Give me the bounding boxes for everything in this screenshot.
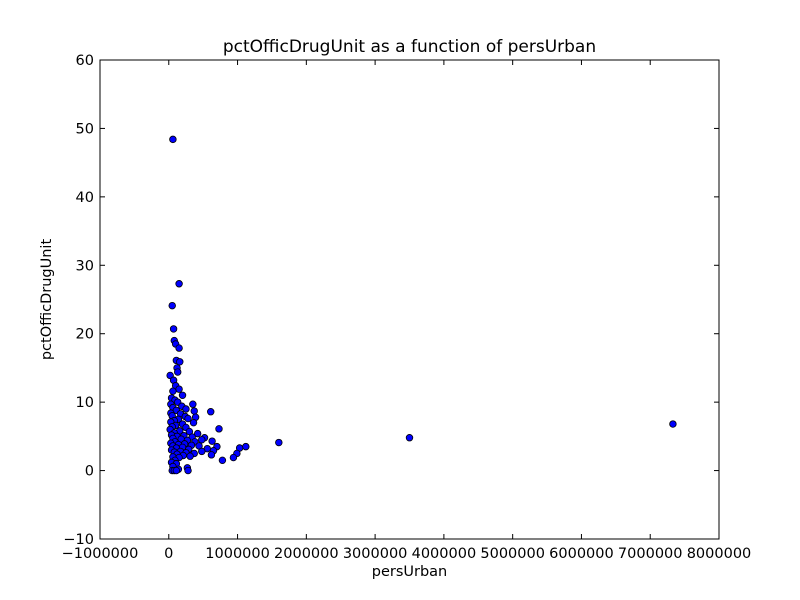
x-tick-label: 0 — [164, 546, 173, 562]
x-tick-label: 7000000 — [618, 546, 683, 562]
plot-frame — [99, 59, 720, 540]
data-point — [186, 452, 194, 460]
data-point — [190, 407, 198, 415]
y-axis: −10 0 10 20 30 40 50 60 — [63, 53, 719, 548]
data-point — [184, 466, 192, 475]
data-point — [169, 135, 177, 144]
data-point — [405, 434, 414, 442]
data-point — [669, 420, 677, 428]
data-point — [198, 447, 206, 456]
y-tick-label: 30 — [76, 258, 94, 274]
data-point — [189, 418, 198, 427]
x-tick-label: 2000000 — [274, 546, 339, 562]
data-point — [275, 438, 283, 447]
y-tick-label: 0 — [85, 464, 94, 480]
x-tick-label: 8000000 — [687, 546, 752, 562]
data-point — [172, 466, 181, 475]
y-axis-label: pctOfficDrugUnit — [39, 239, 55, 361]
y-tick-label: 50 — [76, 121, 94, 137]
x-tick-label: −1000000 — [62, 546, 139, 562]
data-point — [175, 280, 183, 288]
data-point — [208, 437, 216, 445]
y-tick-label: 20 — [76, 327, 94, 343]
data-point — [182, 405, 190, 413]
x-axis-label: persUrban — [372, 564, 448, 580]
data-point — [215, 425, 223, 433]
x-axis: −1000000 0 1000000 2000000 3000000 4000000 500… — [62, 60, 752, 562]
y-tick-label: 60 — [76, 53, 94, 69]
x-tick-label: 1000000 — [205, 546, 270, 562]
x-tick-label: 6000000 — [549, 546, 614, 562]
plot-area — [100, 60, 719, 539]
data-point — [169, 325, 178, 333]
data-point — [207, 451, 216, 459]
data-point — [178, 391, 187, 399]
data-point — [169, 387, 177, 395]
y-tick-label: 10 — [76, 395, 94, 411]
data-point — [218, 456, 227, 465]
data-point — [176, 358, 184, 366]
y-tick-label: 40 — [76, 190, 94, 206]
chart-title: pctOfficDrugUnit as a function of persUr… — [223, 37, 596, 57]
data-point — [198, 436, 206, 444]
x-tick-label: 4000000 — [412, 546, 477, 562]
data-point — [193, 429, 202, 438]
data-point — [174, 368, 182, 376]
data-point — [207, 408, 215, 416]
data-point — [189, 400, 197, 408]
data-point — [229, 453, 238, 462]
x-tick-label: 3000000 — [343, 546, 408, 562]
data-point — [175, 385, 183, 393]
points-layer — [166, 135, 677, 475]
data-point — [242, 442, 250, 451]
x-tick-label: 5000000 — [480, 546, 545, 562]
data-point — [175, 344, 183, 352]
data-point — [184, 414, 192, 423]
y-tick-label: −10 — [63, 532, 94, 548]
data-point — [168, 301, 176, 310]
